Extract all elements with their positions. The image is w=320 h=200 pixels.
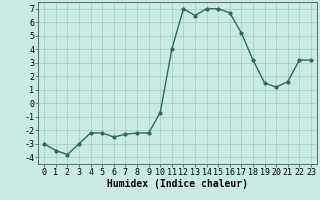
X-axis label: Humidex (Indice chaleur): Humidex (Indice chaleur) [107, 179, 248, 189]
